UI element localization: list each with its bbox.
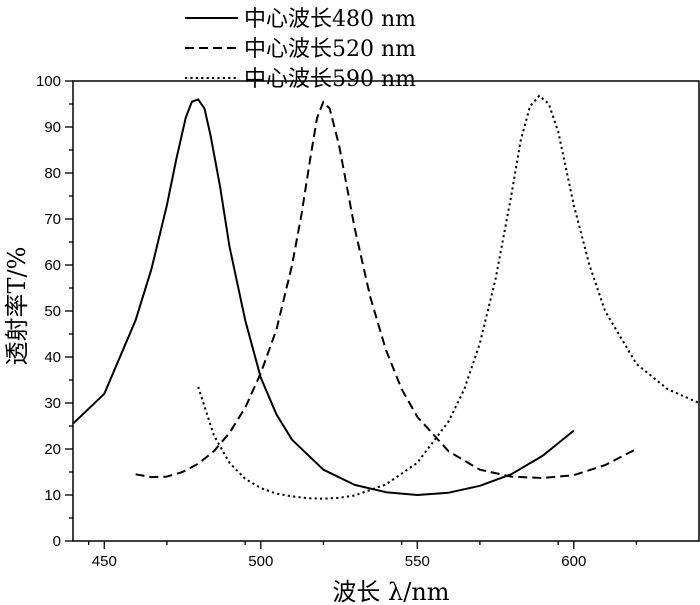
legend: 中心波长480 nm 中心波长520 nm 中心波长590 nm	[185, 7, 416, 92]
y-tick-label: 10	[44, 487, 61, 504]
y-tick-label: 100	[36, 73, 61, 90]
plot-curves	[72, 94, 700, 500]
y-tick-label: 60	[44, 257, 61, 274]
y-tick-label: 40	[44, 349, 61, 366]
series-line-1	[72, 98, 575, 496]
y-tick-label: 0	[53, 533, 61, 550]
y-tick-label: 70	[44, 211, 61, 228]
y-tick-label: 80	[44, 165, 61, 182]
legend-label-1: 中心波长480 nm	[244, 7, 416, 32]
x-tick-label: 550	[405, 553, 430, 570]
y-tick-label: 20	[44, 441, 61, 458]
x-axis: 450 500 550 600	[88, 541, 638, 570]
y-tick-label: 90	[44, 119, 61, 136]
y-tick-label: 30	[44, 395, 61, 412]
x-axis-title: 波长 λ/nm	[332, 578, 449, 605]
series-line-3	[197, 94, 700, 500]
y-axis-title: 透射率T/%	[3, 247, 31, 366]
x-tick-label: 450	[92, 553, 117, 570]
y-tick-label: 50	[44, 303, 61, 320]
legend-label-3: 中心波长590 nm	[244, 67, 416, 92]
plot-area-frame	[72, 80, 700, 542]
x-tick-label: 500	[248, 553, 273, 570]
legend-label-2: 中心波长520 nm	[244, 37, 416, 62]
x-tick-label: 600	[561, 553, 586, 570]
y-axis: 0 10 20 30 40 50 60 70 80 90 100	[36, 73, 73, 550]
series-line-2	[135, 100, 637, 479]
